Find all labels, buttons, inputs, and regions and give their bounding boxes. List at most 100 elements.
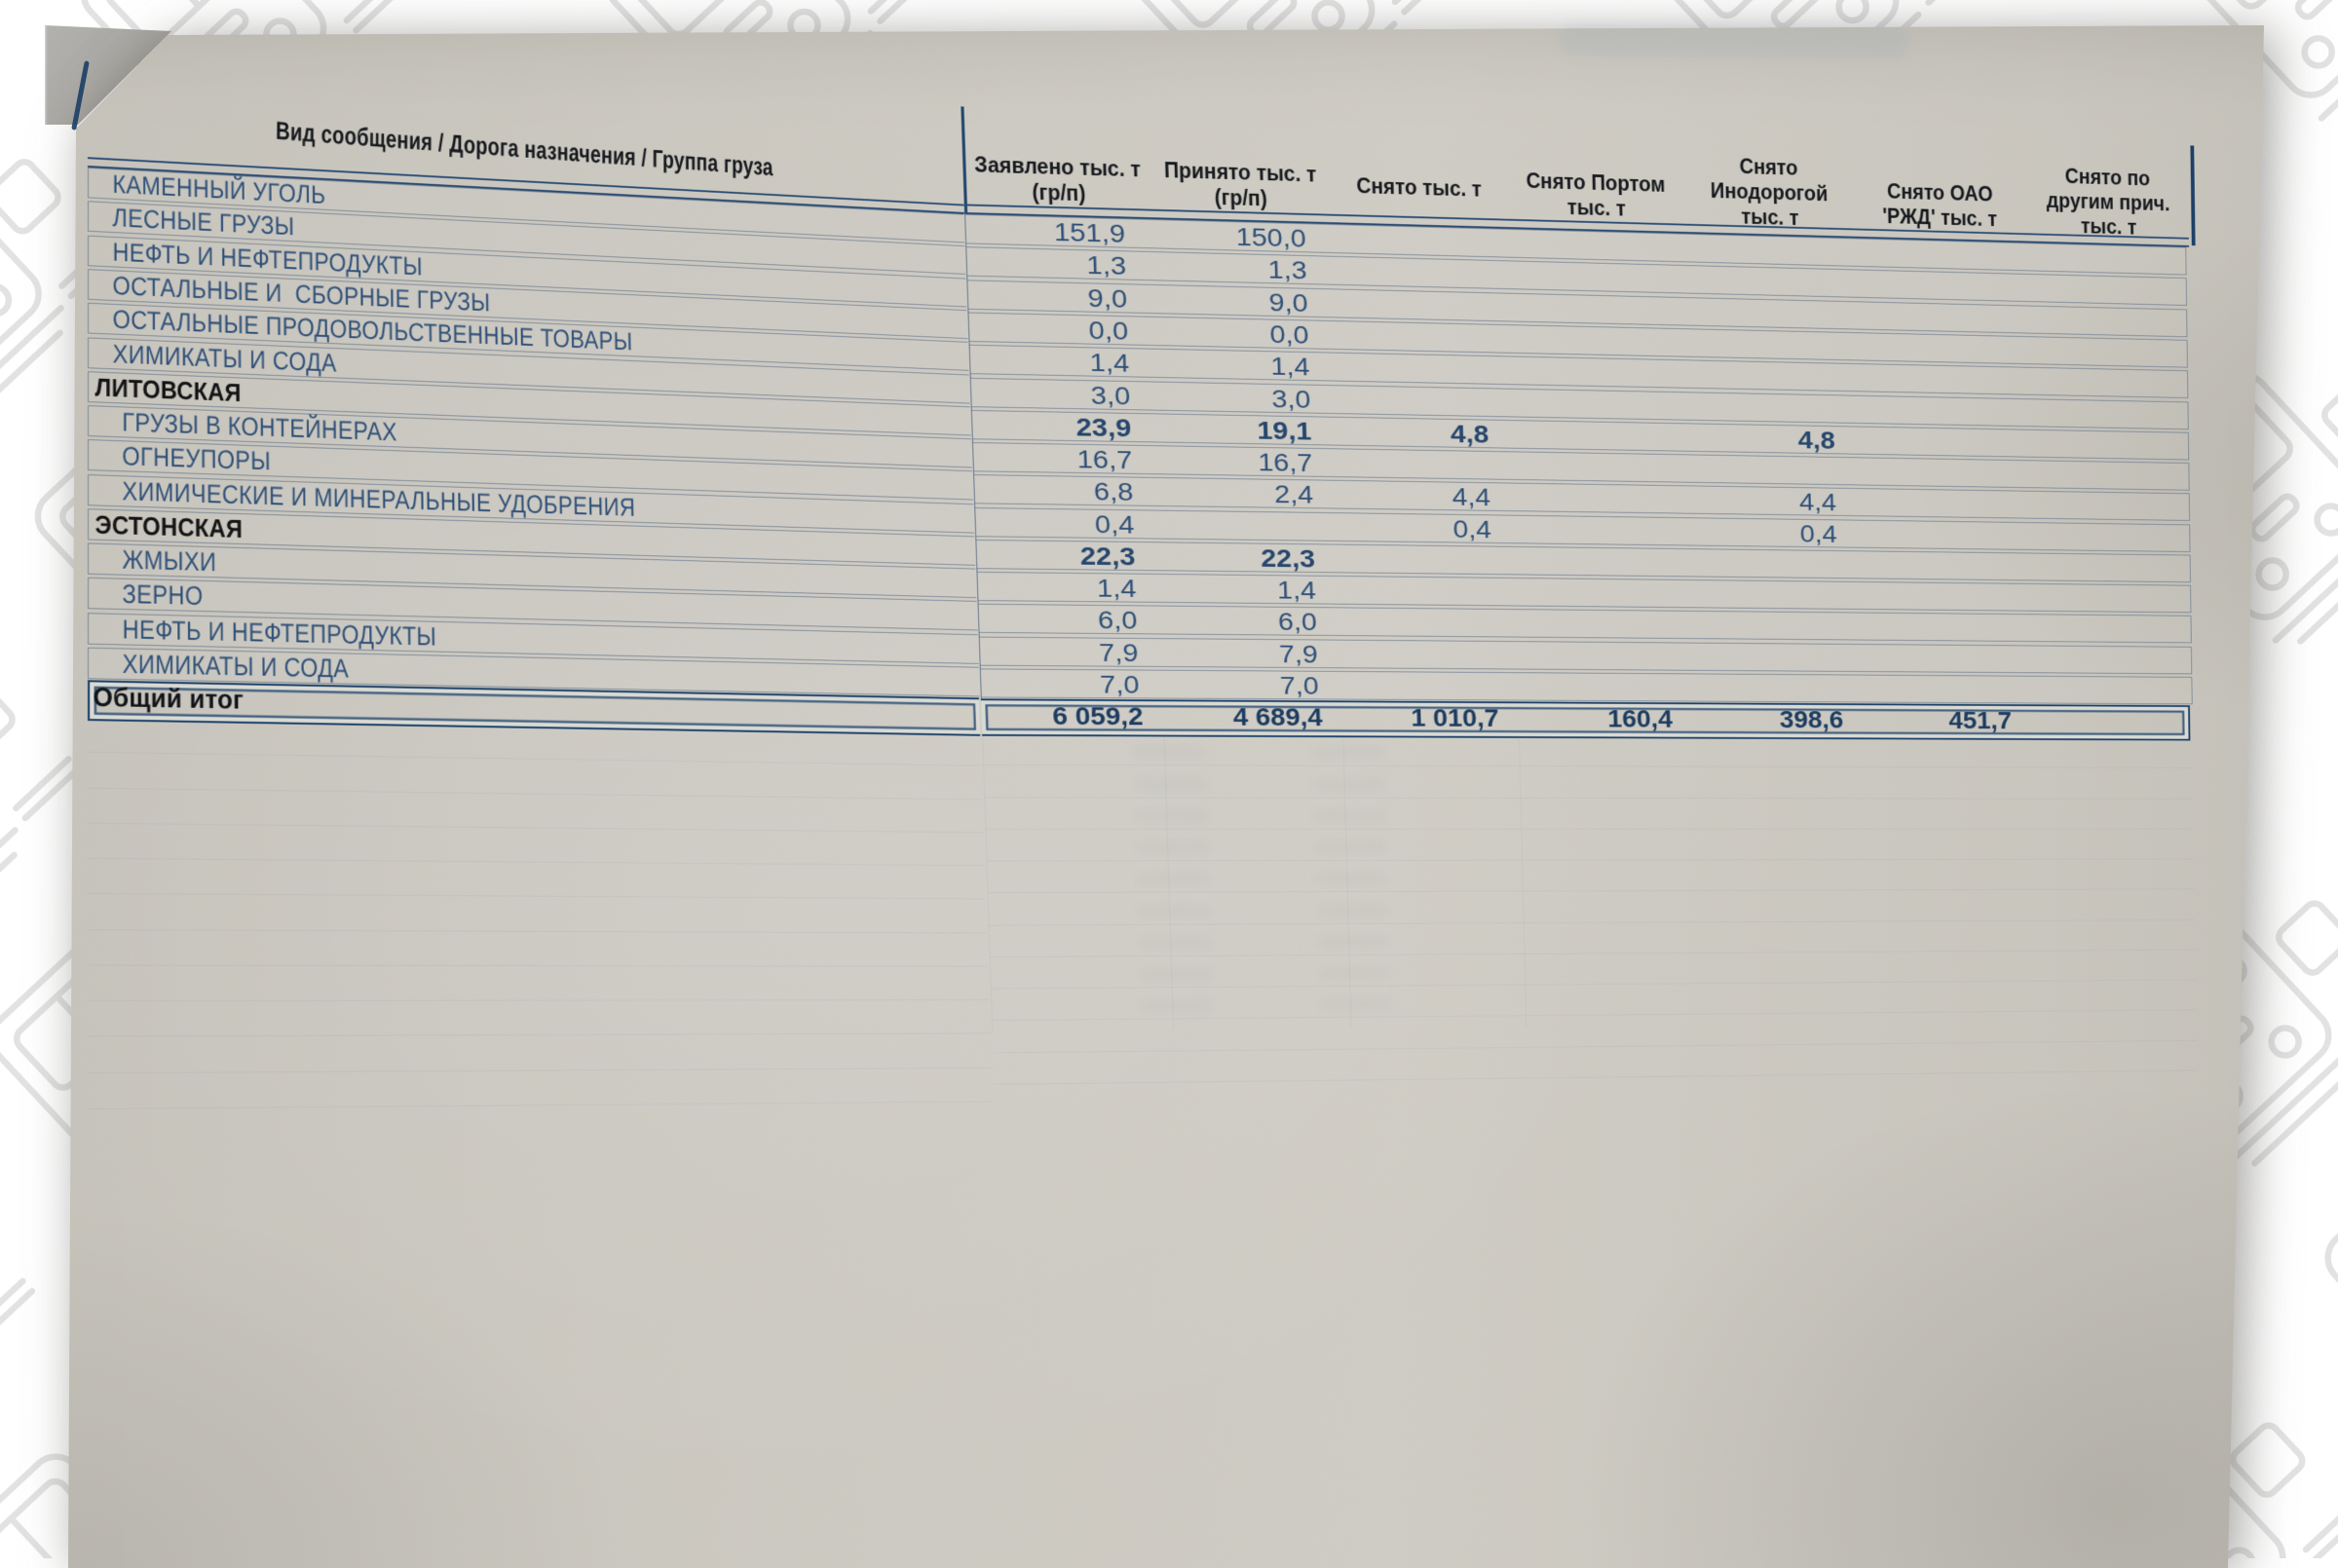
- column-header-line: (гр/п): [1032, 179, 1086, 206]
- cell-value: 16,7: [1076, 444, 1133, 474]
- row-label: ХИМИКАТЫ И СОДА: [122, 649, 350, 684]
- cell-value: 4,8: [1797, 426, 1835, 455]
- ghost-blob: [1136, 810, 1207, 822]
- column-header-line: (гр/п): [1214, 185, 1268, 212]
- row-label: ХИМИКАТЫ И СОДА: [112, 339, 337, 378]
- ghost-line: [88, 893, 986, 900]
- ghost-blob: [1314, 778, 1384, 791]
- cell-value: 6,8: [1093, 477, 1134, 506]
- totals-value: 1 010,7: [1410, 704, 1499, 732]
- cell-value: 19,1: [1257, 416, 1312, 445]
- totals-label: Общий итог: [93, 682, 245, 715]
- ghost-blob: [1137, 841, 1208, 854]
- cell-value: 1,4: [1276, 576, 1317, 605]
- column-header-line: другим прич.: [2046, 188, 2170, 216]
- cell-value: 7,0: [1099, 670, 1140, 699]
- ghost-line: [88, 1032, 991, 1038]
- column-header-line: Снято тыс. т: [1356, 173, 1483, 203]
- cell-value: 9,0: [1087, 283, 1128, 314]
- ghost-blob: [1313, 747, 1383, 759]
- row-label: ЗЕРНО: [122, 579, 204, 612]
- ghost-blob: [1317, 905, 1387, 916]
- ghost-blob: [1315, 841, 1385, 853]
- column-header-3: Снято тыс. т: [1329, 118, 1509, 227]
- ghost-blob: [1138, 874, 1209, 885]
- cell-value: 150,0: [1235, 222, 1307, 253]
- ghost-blob: [1139, 905, 1210, 917]
- cell-value: 6,0: [1097, 606, 1138, 635]
- cell-value: 151,9: [1053, 217, 1126, 248]
- ghost-blob: [1140, 937, 1211, 949]
- column-header-line: Снято по: [2064, 164, 2151, 191]
- ghost-line: [88, 752, 982, 766]
- cell-value: 4,4: [1452, 482, 1491, 512]
- ghost-blob: [1134, 746, 1205, 759]
- ghost-line: [994, 1069, 2198, 1085]
- ghost-line: [88, 822, 984, 834]
- ghost-blob: [1320, 998, 1390, 1011]
- ghost-line: [993, 1039, 2197, 1054]
- ghost-blob: [1135, 778, 1206, 790]
- cell-value: 4,4: [1798, 488, 1837, 517]
- cell-value: 1,3: [1086, 250, 1127, 281]
- cell-value: 16,7: [1258, 447, 1313, 477]
- cell-value: 1,3: [1267, 255, 1307, 285]
- cell-value: 0,4: [1799, 519, 1837, 548]
- ghost-blob: [1142, 1000, 1213, 1012]
- cell-value: 3,0: [1090, 380, 1131, 410]
- column-header-6: Снято ОАО 'РЖД' тыс. т: [1854, 134, 2025, 241]
- column-header-line: Снято Портом: [1525, 168, 1666, 198]
- row-label: ЛЕСНЫЕ ГРУЗЫ: [112, 204, 295, 242]
- column-header-4: Снято Портом тыс. т: [1506, 124, 1683, 232]
- table-left-half: Вид сообщения / Дорога назначения / Груп…: [88, 42, 997, 1186]
- totals-value: 160,4: [1606, 705, 1674, 733]
- column-header-5: Снято Инодорогой тыс. т: [1681, 130, 1856, 237]
- cell-value: 7,0: [1279, 671, 1319, 700]
- cell-value: 0,4: [1094, 509, 1135, 539]
- cell-value: 22,3: [1079, 541, 1136, 571]
- cell-value: 3,0: [1271, 384, 1311, 414]
- row-label: ЭСТОНСКАЯ: [94, 509, 244, 543]
- ghost-line: [88, 787, 983, 800]
- ghost-blob: [1318, 936, 1388, 948]
- ghost-line: [88, 1101, 993, 1110]
- ghost-text-smudge: [1558, 23, 1910, 60]
- cell-value: 0,0: [1088, 316, 1129, 346]
- totals-value: 6 059,2: [1051, 702, 1144, 730]
- row-label: НЕФТЬ И НЕФТЕПРОДУКТЫ: [122, 614, 437, 652]
- column-header-1: Заявлено тыс. т (гр/п): [964, 106, 1151, 217]
- cell-value: 7,9: [1098, 638, 1139, 667]
- column-header-line: Снято: [1739, 154, 1798, 181]
- column-header-line: Принято тыс. т: [1163, 158, 1317, 188]
- ghost-blob: [1316, 873, 1386, 885]
- row-label: ЛИТОВСКАЯ: [94, 372, 242, 407]
- cell-value: 6,0: [1277, 608, 1318, 637]
- totals-value: 4 689,4: [1232, 703, 1323, 731]
- ghost-blob: [1319, 967, 1389, 980]
- ghost-blob: [1141, 968, 1212, 981]
- cell-value: 0,4: [1452, 514, 1492, 543]
- cell-value: 2,4: [1273, 480, 1314, 509]
- ghost-line: [88, 857, 985, 867]
- column-header-line: Инодорогой: [1710, 178, 1829, 206]
- ghost-line: [1518, 734, 1527, 1027]
- cell-value: 4,8: [1450, 419, 1490, 449]
- column-header-line: Заявлено тыс. т: [974, 152, 1142, 183]
- cell-value: 1,4: [1089, 348, 1130, 378]
- totals-value: 398,6: [1779, 706, 1844, 733]
- ghost-blob: [1315, 810, 1385, 822]
- column-header-line: 'РЖД' тыс. т: [1882, 204, 1998, 232]
- column-header-2: Принято тыс. т (гр/п): [1148, 112, 1332, 222]
- ghost-line: [88, 1066, 992, 1074]
- column-header-line: Снято ОАО: [1886, 179, 1993, 207]
- ghost-line: [88, 928, 988, 934]
- ghost-line: [88, 999, 990, 1002]
- column-header-7: Снято по другим прич. тыс. т: [2023, 140, 2192, 245]
- row-label: ЖМЫХИ: [122, 544, 217, 578]
- table-right-half: Заявлено тыс. т (гр/п) Принято тыс. т (гр/п…: [961, 92, 2202, 1152]
- cell-value: 0,0: [1269, 319, 1309, 350]
- cell-value: 23,9: [1075, 412, 1132, 442]
- column-header-line: тыс. т: [1566, 195, 1626, 222]
- row-label: ОГНЕУПОРЫ: [122, 441, 272, 476]
- cell-value: 7,9: [1278, 639, 1319, 668]
